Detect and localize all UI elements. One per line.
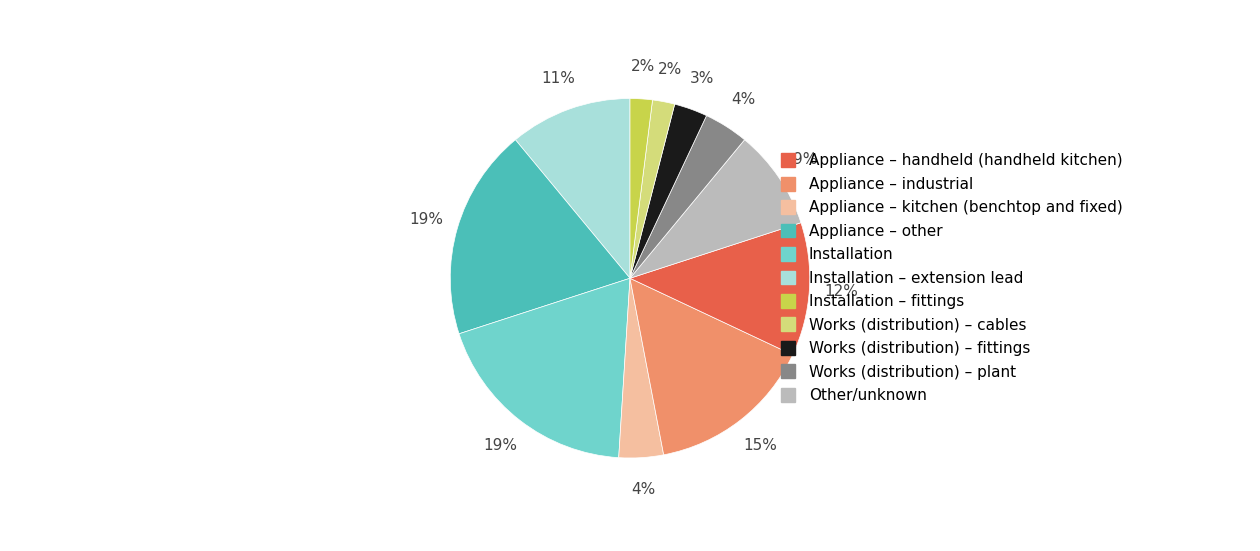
Legend: Appliance – handheld (handheld kitchen), Appliance – industrial, Appliance – kit: Appliance – handheld (handheld kitchen),… — [781, 153, 1123, 403]
Wedge shape — [630, 104, 707, 278]
Wedge shape — [459, 278, 630, 458]
Wedge shape — [515, 99, 630, 278]
Text: 15%: 15% — [743, 439, 777, 453]
Text: 19%: 19% — [410, 212, 444, 226]
Wedge shape — [630, 116, 745, 278]
Wedge shape — [630, 278, 793, 455]
Wedge shape — [630, 223, 810, 355]
Text: 4%: 4% — [732, 91, 756, 107]
Text: 2%: 2% — [631, 59, 655, 74]
Text: 19%: 19% — [483, 439, 517, 453]
Wedge shape — [630, 99, 653, 278]
Wedge shape — [630, 140, 801, 278]
Text: 12%: 12% — [825, 284, 858, 299]
Text: 4%: 4% — [631, 483, 655, 498]
Text: 2%: 2% — [658, 62, 682, 77]
Wedge shape — [619, 278, 664, 458]
Wedge shape — [630, 100, 674, 278]
Text: 9%: 9% — [794, 152, 818, 166]
Wedge shape — [450, 140, 630, 334]
Text: 11%: 11% — [542, 71, 575, 86]
Text: 3%: 3% — [689, 71, 714, 86]
